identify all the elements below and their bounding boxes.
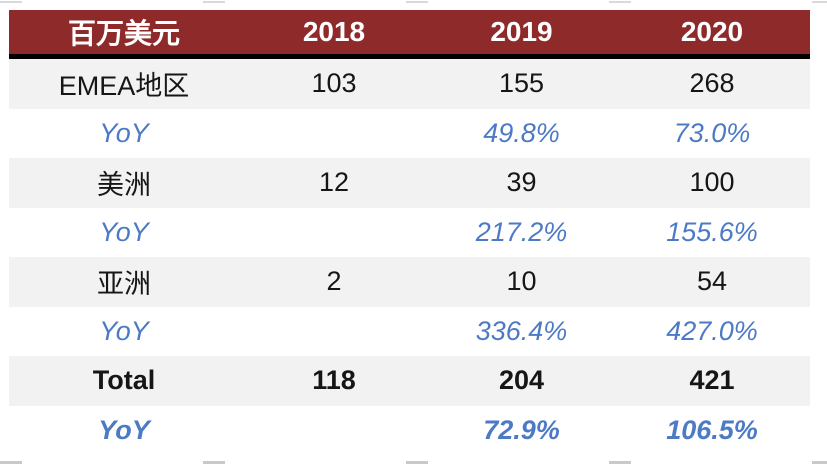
row-label: YoY — [99, 315, 149, 346]
cell-value: 421 — [689, 365, 735, 396]
row-label: YoY — [99, 117, 149, 148]
top-dashed-line — [0, 1, 827, 3]
table-row-americas: 美洲 12 39 100 — [9, 158, 810, 208]
row-label: YoY — [99, 216, 149, 247]
header-year-2019: 2019 — [490, 16, 553, 47]
header-year-2020: 2020 — [680, 16, 744, 47]
row-label: Total — [92, 365, 156, 396]
bottom-dashed-line — [0, 461, 827, 464]
cell-value: 155 — [498, 68, 545, 99]
cell-value: 39 — [506, 167, 537, 198]
table-row-americas-yoy: YoY 217.2% 155.6% — [9, 207, 810, 257]
table-row-asia: 亚洲 2 10 54 — [9, 257, 810, 307]
row-label: EMEA地区 — [58, 71, 190, 102]
cell-value: 268 — [689, 68, 735, 99]
revenue-by-region-table: 百万美元 2018 2019 2020 EMEA地区 103 155 268 Y… — [9, 10, 810, 455]
cell-value: 103 — [311, 68, 357, 99]
cell-value: 106.5% — [666, 414, 758, 445]
cell-value: 72.9% — [483, 414, 560, 445]
table-row-emea-yoy: YoY 49.8% 73.0% — [9, 108, 810, 158]
table-row-total-yoy: YoY 72.9% 106.5% — [9, 405, 810, 455]
cell-value: 73.0% — [673, 117, 751, 148]
cell-value: 217.2% — [475, 216, 568, 247]
cell-value: 12 — [318, 167, 350, 198]
table-header-row: 百万美元 2018 2019 2020 — [9, 10, 810, 59]
cell-value: 336.4% — [475, 315, 568, 346]
cell-value: 204 — [498, 365, 545, 396]
cell-value: 100 — [689, 167, 735, 198]
cell-value: 2 — [326, 266, 342, 297]
row-label: 美洲 — [97, 170, 151, 201]
cell-value: 427.0% — [666, 315, 758, 346]
cell-value: 155.6% — [666, 216, 758, 247]
cell-value: 10 — [506, 266, 537, 297]
cell-value: 118 — [312, 365, 356, 396]
cell-value: 49.8% — [483, 117, 560, 148]
cell-value: 54 — [696, 266, 728, 297]
header-year-2018: 2018 — [302, 16, 366, 47]
table-row-emea: EMEA地区 103 155 268 — [9, 59, 810, 109]
header-unit-cell: 百万美元 — [67, 18, 180, 49]
row-label: 亚洲 — [97, 269, 151, 300]
table-row-total: Total 118 204 421 — [9, 356, 810, 406]
table-row-asia-yoy: YoY 336.4% 427.0% — [9, 306, 810, 356]
row-label: YoY — [98, 414, 150, 445]
